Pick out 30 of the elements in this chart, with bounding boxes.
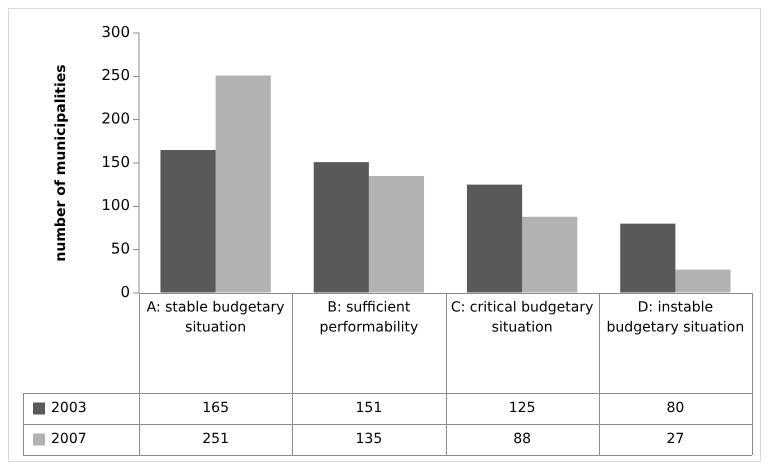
y-tick-label: 150 xyxy=(101,152,130,171)
bar xyxy=(160,150,216,292)
bar xyxy=(216,75,271,292)
data-label: 151 xyxy=(356,400,382,416)
data-label: 27 xyxy=(666,431,684,448)
bar xyxy=(522,216,578,292)
y-tick-label: 100 xyxy=(101,196,130,214)
data-label: 80 xyxy=(666,400,684,416)
x-tick-label: A: stable budgetary situation xyxy=(146,300,285,336)
bar xyxy=(675,270,731,292)
y-tick-label: 200 xyxy=(101,110,130,128)
x-tick-label: B: sufficient performability xyxy=(319,300,418,336)
x-tick-label: C: critical budgetary situation xyxy=(450,300,594,336)
x-tick-label: D: instable budgetary situation xyxy=(606,300,744,336)
data-label: 135 xyxy=(356,431,382,448)
bar xyxy=(368,176,424,292)
bar xyxy=(620,224,676,292)
data-label: 251 xyxy=(202,431,229,448)
data-label: 165 xyxy=(202,400,229,416)
y-tick-label: 0 xyxy=(120,282,130,301)
y-tick-label: 300 xyxy=(101,22,130,41)
bar xyxy=(314,162,369,292)
data-label: 88 xyxy=(513,431,532,448)
legend-label: 2007 xyxy=(51,431,87,448)
y-tick-label: 250 xyxy=(101,66,130,84)
legend-label: 2003 xyxy=(51,400,87,416)
y-axis-title: number of municipalities xyxy=(53,64,70,262)
bar xyxy=(466,184,522,292)
y-tick-label: 50 xyxy=(110,240,130,258)
data-label: 125 xyxy=(508,400,536,416)
